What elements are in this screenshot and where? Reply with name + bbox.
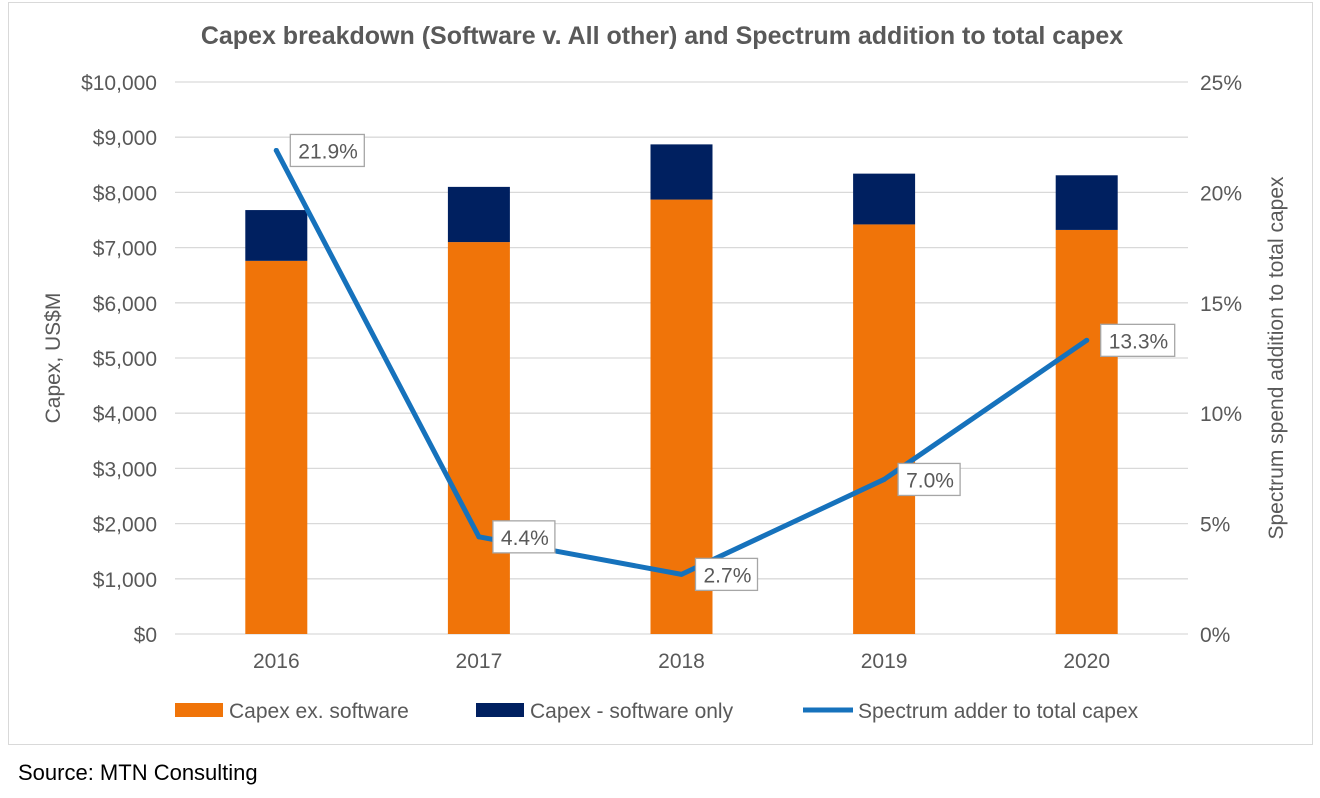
bar-software-only-2019 xyxy=(853,173,916,225)
y-tick-label: $9,000 xyxy=(93,127,157,150)
x-tick-label: 2016 xyxy=(253,650,300,673)
data-label: 13.3% xyxy=(1109,330,1169,353)
x-axis-ticks: 2016 2017 2018 2019 2020 xyxy=(253,650,1110,673)
y2-tick-label: 25% xyxy=(1200,72,1242,95)
y-tick-label: $3,000 xyxy=(93,458,157,481)
spectrum-point xyxy=(273,147,279,153)
spectrum-point xyxy=(1084,337,1090,343)
x-tick-label: 2018 xyxy=(658,650,705,673)
legend-label-software-only: Capex - software only xyxy=(530,700,734,723)
y-tick-label: $2,000 xyxy=(93,514,157,537)
data-label-box xyxy=(492,520,556,554)
data-label-box xyxy=(289,133,365,168)
y-tick-label: $5,000 xyxy=(93,348,157,371)
bar-capex-ex-software-2017 xyxy=(447,242,510,634)
bar-capex-ex-software-2020 xyxy=(1055,229,1118,634)
x-tick-label: 2019 xyxy=(861,650,908,673)
legend-swatch-software-only xyxy=(476,703,524,717)
y2-axis-label: Spectrum spend addition to total capex xyxy=(1265,176,1288,540)
y-tick-label: $10,000 xyxy=(81,72,157,95)
y2-tick-label: 0% xyxy=(1200,624,1230,647)
left-axis-ticks: $0 $1,000 $2,000 $3,000 $4,000 $5,000 $6,000 $7… xyxy=(81,72,157,647)
y-axis-label: Capex, US$M xyxy=(42,293,65,424)
chart-title: Capex breakdown (Software v. All other) … xyxy=(201,22,1123,50)
spectrum-point xyxy=(476,534,482,540)
legend-label-capex-ex-software: Capex ex. software xyxy=(229,700,409,723)
data-label-box xyxy=(1100,323,1176,357)
x-tick-label: 2017 xyxy=(456,650,503,673)
spectrum-line xyxy=(273,147,1090,577)
bar-software-only-2020 xyxy=(1055,175,1118,230)
spectrum-point xyxy=(679,571,684,577)
y-tick-label: $4,000 xyxy=(93,403,157,426)
y-tick-label: $0 xyxy=(134,624,157,647)
y-tick-label: $8,000 xyxy=(93,182,157,205)
legend: Capex ex. software Capex - software only… xyxy=(175,700,1139,723)
data-label-box xyxy=(897,462,961,497)
bar-capex-ex-software-2019 xyxy=(853,224,916,634)
source-note: Source: MTN Consulting xyxy=(18,760,258,785)
y2-tick-label: 5% xyxy=(1200,514,1230,537)
bar-capex-ex-software-2016 xyxy=(245,260,308,634)
x-tick-label: 2020 xyxy=(1063,650,1110,673)
line-data-labels: 21.9% 4.4% 2.7% 7.0% 13.3% xyxy=(289,133,1176,592)
bar-software-only-2018 xyxy=(650,144,713,200)
bar-software-only-2017 xyxy=(447,186,510,243)
legend-label-spectrum-line: Spectrum adder to total capex xyxy=(858,700,1139,723)
combo-chart: Capex breakdown (Software v. All other) … xyxy=(42,22,1288,723)
right-axis-ticks: 0% 5% 10% 15% 20% 25% xyxy=(1200,72,1242,647)
legend-swatch-capex-ex-software xyxy=(175,703,223,717)
spectrum-point xyxy=(881,476,887,482)
y-tick-label: $6,000 xyxy=(93,293,157,316)
y2-tick-label: 10% xyxy=(1200,403,1242,426)
data-label: 2.7% xyxy=(704,564,752,587)
data-label: 7.0% xyxy=(906,469,954,492)
y-tick-label: $1,000 xyxy=(93,569,157,592)
chart-frame xyxy=(8,2,1313,745)
bar-software-only-2016 xyxy=(245,210,308,261)
data-label-box xyxy=(694,557,759,592)
data-label: 4.4% xyxy=(501,527,549,550)
y-tick-label: $7,000 xyxy=(93,238,157,261)
data-label: 21.9% xyxy=(298,140,358,163)
bars xyxy=(245,144,1118,635)
y2-tick-label: 20% xyxy=(1200,182,1242,205)
y2-tick-label: 15% xyxy=(1200,293,1242,316)
